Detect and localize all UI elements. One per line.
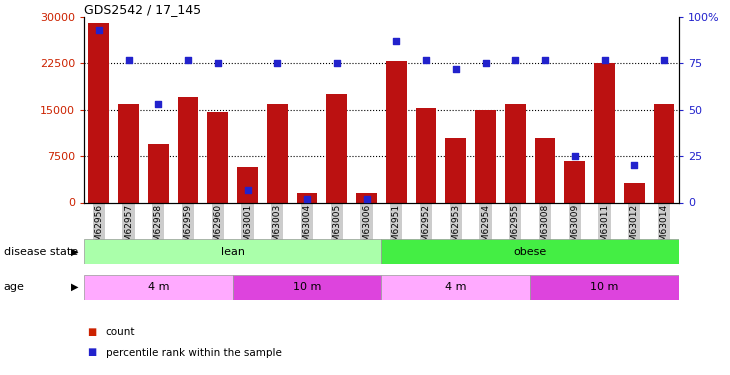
- Point: [510, 57, 521, 63]
- Text: age: age: [4, 282, 25, 292]
- Point: [658, 57, 670, 63]
- Point: [629, 162, 640, 168]
- Bar: [88, 23, 110, 202]
- Point: [212, 60, 223, 66]
- Text: percentile rank within the sample: percentile rank within the sample: [106, 348, 282, 357]
- Point: [123, 57, 134, 63]
- Bar: [386, 62, 407, 202]
- Bar: [415, 108, 437, 202]
- Bar: [534, 138, 556, 202]
- Point: [480, 60, 491, 66]
- Bar: [233, 274, 381, 300]
- Text: ▶: ▶: [71, 282, 78, 292]
- Bar: [624, 183, 645, 203]
- Point: [182, 57, 194, 63]
- Text: ▶: ▶: [71, 247, 78, 256]
- Text: lean: lean: [220, 247, 245, 256]
- Point: [242, 186, 253, 192]
- Point: [301, 196, 313, 202]
- Bar: [594, 63, 615, 202]
- Bar: [148, 144, 169, 202]
- Point: [420, 57, 432, 63]
- Text: GDS2542 / 17_145: GDS2542 / 17_145: [84, 3, 201, 16]
- Text: ■: ■: [88, 327, 97, 337]
- Point: [450, 66, 461, 72]
- Bar: [296, 193, 318, 202]
- Bar: [177, 98, 199, 202]
- Text: obese: obese: [513, 247, 547, 256]
- Bar: [505, 104, 526, 202]
- Bar: [475, 110, 496, 202]
- Point: [361, 196, 372, 202]
- Bar: [326, 94, 347, 202]
- Bar: [381, 239, 679, 264]
- Bar: [530, 274, 679, 300]
- Point: [153, 101, 164, 107]
- Bar: [267, 104, 288, 202]
- Text: 10 m: 10 m: [293, 282, 321, 292]
- Point: [272, 60, 283, 66]
- Bar: [84, 239, 381, 264]
- Bar: [207, 112, 228, 202]
- Bar: [445, 138, 466, 202]
- Bar: [84, 274, 233, 300]
- Bar: [356, 193, 377, 202]
- Point: [599, 57, 610, 63]
- Point: [569, 153, 580, 159]
- Text: 10 m: 10 m: [591, 282, 619, 292]
- Bar: [564, 161, 585, 202]
- Point: [539, 57, 551, 63]
- Point: [391, 38, 402, 44]
- Bar: [237, 166, 258, 202]
- Bar: [118, 104, 139, 202]
- Text: 4 m: 4 m: [147, 282, 169, 292]
- Text: count: count: [106, 327, 135, 337]
- Point: [93, 27, 104, 33]
- Bar: [653, 104, 675, 202]
- Bar: [381, 274, 530, 300]
- Text: 4 m: 4 m: [445, 282, 466, 292]
- Point: [331, 60, 342, 66]
- Text: disease state: disease state: [4, 247, 78, 256]
- Text: ■: ■: [88, 348, 97, 357]
